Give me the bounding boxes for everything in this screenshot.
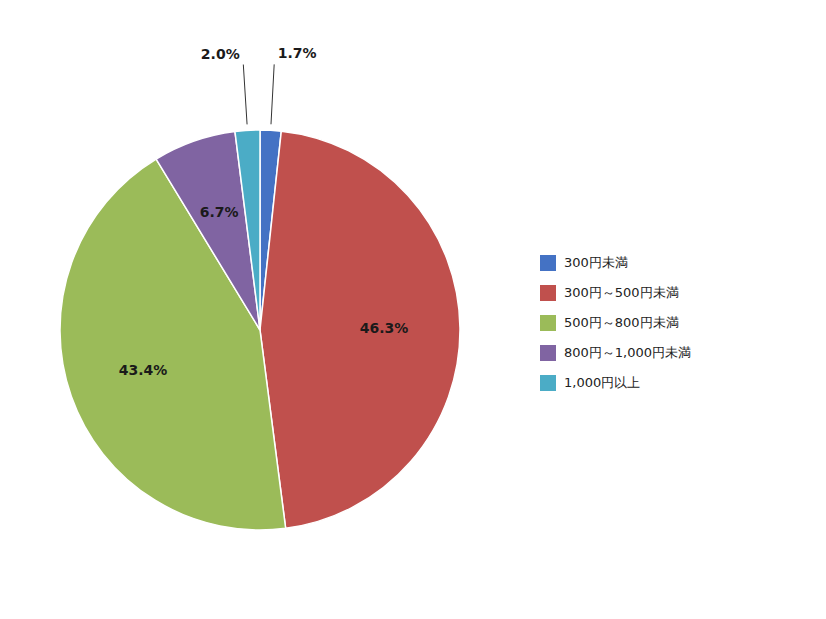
legend-swatch bbox=[540, 375, 556, 391]
legend-item: 1,000円以上 bbox=[540, 375, 640, 392]
legend-label: 300円未満 bbox=[564, 255, 628, 270]
legend-swatch bbox=[540, 315, 556, 331]
legend-swatch bbox=[540, 285, 556, 301]
legend: 300円未満 300円～500円未満 500円～800円未満 800円～1,000円未… bbox=[540, 255, 691, 392]
pie bbox=[60, 130, 460, 530]
pie-slice bbox=[235, 130, 260, 330]
legend-item: 500円～800円未満 bbox=[540, 315, 679, 332]
leader-line bbox=[243, 65, 247, 125]
pie-slice bbox=[260, 131, 460, 528]
data-label: 43.4% bbox=[119, 362, 168, 378]
legend-label: 300円～500円未満 bbox=[564, 285, 679, 300]
legend-item: 300円未満 bbox=[540, 255, 628, 272]
legend-item: 300円～500円未満 bbox=[540, 285, 679, 302]
leader-line bbox=[271, 64, 274, 124]
data-label: 6.7% bbox=[200, 204, 239, 220]
chart: 1.7% 46.3% 43.4% 6.7% 2.0% 300円未満 300円～500円未満 5… bbox=[0, 0, 826, 619]
legend-label: 800円～1,000円未満 bbox=[564, 345, 691, 360]
legend-swatch bbox=[540, 255, 556, 271]
data-labels: 1.7% 46.3% 43.4% 6.7% 2.0% bbox=[119, 45, 409, 378]
legend-swatch bbox=[540, 345, 556, 361]
legend-item: 800円～1,000円未満 bbox=[540, 345, 691, 362]
legend-label: 1,000円以上 bbox=[564, 375, 640, 390]
legend-label: 500円～800円未満 bbox=[564, 315, 679, 330]
data-label: 1.7% bbox=[278, 45, 317, 61]
data-label: 2.0% bbox=[201, 46, 240, 62]
data-label: 46.3% bbox=[360, 320, 409, 336]
